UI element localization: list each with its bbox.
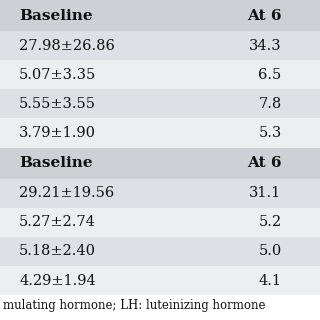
Text: 5.18±2.40: 5.18±2.40 [19, 244, 96, 258]
Text: 6.5: 6.5 [258, 68, 282, 82]
Text: At 6: At 6 [247, 9, 282, 22]
Text: Baseline: Baseline [19, 9, 93, 22]
Text: 5.27±2.74: 5.27±2.74 [19, 215, 96, 229]
FancyBboxPatch shape [0, 89, 320, 118]
Text: mulating hormone; LH: luteinizing hormone: mulating hormone; LH: luteinizing hormon… [3, 300, 266, 312]
Text: 4.29±1.94: 4.29±1.94 [19, 274, 96, 287]
FancyBboxPatch shape [0, 179, 320, 208]
Text: Baseline: Baseline [19, 156, 93, 170]
FancyBboxPatch shape [0, 208, 320, 237]
FancyBboxPatch shape [0, 148, 320, 179]
Text: 5.2: 5.2 [259, 215, 282, 229]
FancyBboxPatch shape [0, 237, 320, 266]
Text: 5.55±3.55: 5.55±3.55 [19, 97, 96, 111]
Text: 5.3: 5.3 [258, 126, 282, 140]
Text: 34.3: 34.3 [249, 39, 282, 53]
Text: 31.1: 31.1 [249, 186, 282, 200]
Text: 7.8: 7.8 [258, 97, 282, 111]
FancyBboxPatch shape [0, 31, 320, 60]
Text: At 6: At 6 [247, 156, 282, 170]
FancyBboxPatch shape [0, 295, 320, 317]
Text: 29.21±19.56: 29.21±19.56 [19, 186, 115, 200]
Text: 27.98±26.86: 27.98±26.86 [19, 39, 115, 53]
FancyBboxPatch shape [0, 266, 320, 295]
Text: 5.07±3.35: 5.07±3.35 [19, 68, 96, 82]
FancyBboxPatch shape [0, 0, 320, 31]
Text: 4.1: 4.1 [259, 274, 282, 287]
Text: 3.79±1.90: 3.79±1.90 [19, 126, 96, 140]
FancyBboxPatch shape [0, 60, 320, 89]
FancyBboxPatch shape [0, 118, 320, 148]
Text: 5.0: 5.0 [258, 244, 282, 258]
